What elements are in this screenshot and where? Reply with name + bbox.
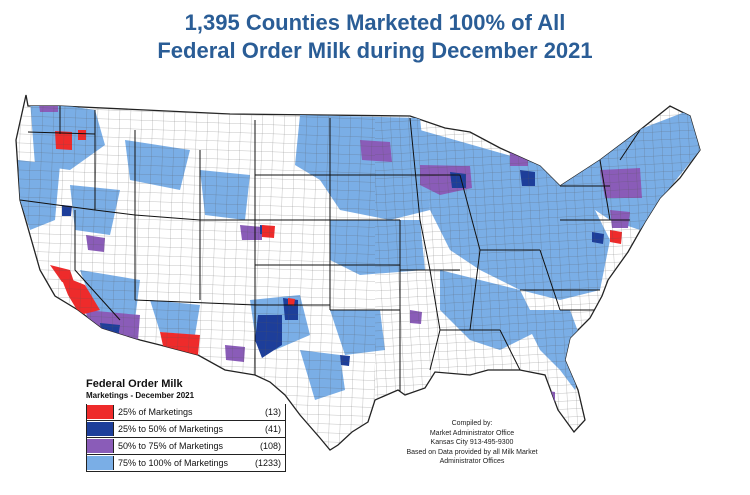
legend-swatch-light-blue (87, 456, 114, 470)
legend-swatch-purple (87, 439, 114, 453)
legend-label: 50% to 75% of Marketings (118, 441, 224, 451)
legend-subtitle: Marketings - December 2021 (86, 391, 195, 400)
credit-line: Compiled by: (451, 420, 493, 427)
legend-label: 25% to 50% of Marketings (118, 424, 224, 434)
compiled-by-note: Compiled by: Market Administrator Office… (392, 419, 552, 467)
map-title-line-1: 1,395 Counties Marketed 100% of All (184, 10, 566, 35)
legend-item-25-50: 25% to 50% of Marketings (41) (86, 421, 286, 438)
credit-line: Market Administrator Office (429, 429, 515, 437)
credit-line: Administrator Offices (439, 458, 505, 465)
legend-count: (13) (264, 407, 281, 417)
legend-title: Federal Order Milk (86, 378, 183, 390)
us-county-map (15, 94, 701, 451)
legend-swatch-red (87, 405, 114, 419)
credit-line: Kansas City 913-495-9300 (430, 439, 514, 446)
legend-swatch-dark-blue (87, 422, 114, 436)
credit-line: Based on Data provided by all Milk Marke… (406, 448, 538, 456)
map-legend: Federal Order Milk Marketings - December… (86, 378, 286, 472)
map-title-line-2: Federal Order Milk during December 2021 (157, 38, 593, 63)
state-boundaries (19, 106, 641, 400)
legend-item-75-100: 75% to 100% of Marketings (1233) (86, 455, 286, 472)
legend-count: (1233) (254, 458, 281, 468)
legend-item-25: 25% of Marketings (13) (86, 404, 286, 421)
legend-item-50-75: 50% to 75% of Marketings (108) (86, 438, 286, 455)
legend-count: (108) (259, 441, 281, 451)
legend-label: 75% to 100% of Marketings (118, 458, 229, 468)
legend-label: 25% of Marketings (118, 407, 193, 417)
legend-count: (41) (264, 424, 281, 434)
